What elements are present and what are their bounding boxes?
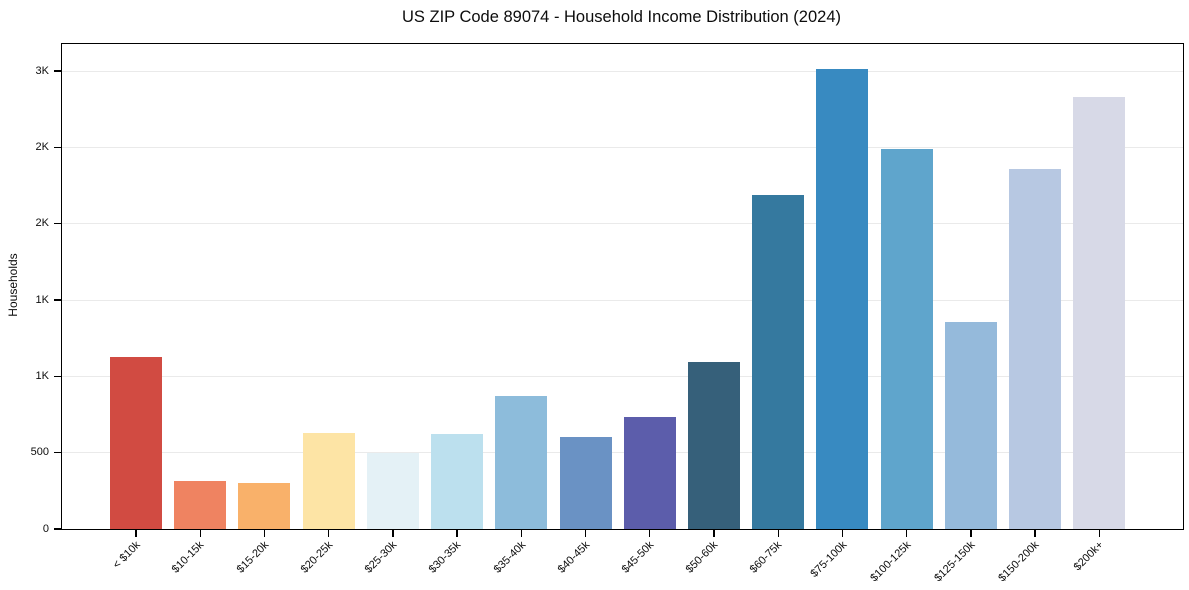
x-tick-mark xyxy=(777,530,779,538)
x-tick-mark xyxy=(199,530,201,538)
x-tick-label-150-200k: $150-200k xyxy=(996,539,1042,585)
y-tick-mark xyxy=(53,451,61,454)
bar-10k xyxy=(110,357,162,529)
y-axis-label: Households xyxy=(6,253,20,317)
x-tick-mark xyxy=(520,530,522,538)
bar-60-75k xyxy=(752,195,805,529)
x-tick-mark xyxy=(713,530,715,538)
x-tick-mark xyxy=(584,530,587,538)
y-tick-label: 500 xyxy=(30,446,49,459)
bar-30-35k xyxy=(431,434,484,529)
plot-area: 0 500 1K 1K 2K 2K 3K < $10k $10-15k $15-20k $20-25… xyxy=(31,43,1184,584)
y-tick-label: 0 xyxy=(42,522,49,535)
gridline-1K xyxy=(62,299,1183,301)
x-tick-mark xyxy=(135,530,137,538)
x-tick-label-25-30k: $25-30k xyxy=(362,539,400,576)
x-tick-label-125-150k: $125-150k xyxy=(932,539,978,585)
bar-75-100k xyxy=(816,69,869,529)
y-tick-mark xyxy=(53,70,61,72)
y-tick-label: 3K xyxy=(35,64,49,77)
bar-25-30k xyxy=(366,453,419,529)
y-tick-mark xyxy=(53,375,61,378)
y-tick-label: 2K xyxy=(35,217,49,230)
x-tick-label-10k: < $10k xyxy=(110,539,143,572)
chart-title: US ZIP Code 89074 - Household Income Dis… xyxy=(401,8,841,26)
bar-10-15k xyxy=(174,481,227,529)
x-tick-mark xyxy=(1034,530,1036,538)
gridline-2K xyxy=(62,146,1183,148)
x-tick-label-45-50k: $45-50k xyxy=(619,539,657,576)
y-tick-label: 1K xyxy=(35,293,49,306)
x-tick-label-20-25k: $20-25k xyxy=(298,539,336,576)
gridline-1K xyxy=(62,375,1183,377)
x-tick-label-60-75k: $60-75k xyxy=(748,539,785,576)
x-tick-mark xyxy=(327,530,330,538)
x-tick-mark xyxy=(1098,530,1100,538)
x-tick-label-50-60k: $50-60k xyxy=(683,539,721,576)
x-tick-mark xyxy=(649,530,651,538)
bar-35-40k xyxy=(495,396,548,529)
x-tick-mark xyxy=(841,530,844,538)
y-tick-mark xyxy=(53,299,61,301)
x-tick-mark xyxy=(905,530,908,538)
bar-150-200k xyxy=(1009,169,1062,529)
bar-200k xyxy=(1073,97,1126,529)
x-tick-label-10-15k: $10-15k xyxy=(170,539,207,576)
bar-125-150k xyxy=(944,321,997,529)
x-tick-label-30-35k: $30-35k xyxy=(426,539,464,576)
x-tick-label-15-20k: $15-20k xyxy=(234,539,271,576)
x-tick-label-100-125k: $100-125k xyxy=(867,539,914,585)
bar-45-50k xyxy=(623,417,676,529)
gridline-500 xyxy=(62,452,1183,454)
x-tick-label-75-100k: $75-100k xyxy=(807,539,849,580)
y-tick-mark xyxy=(53,222,61,225)
x-tick-label-200k: $200k+ xyxy=(1071,539,1106,574)
gridline-2K xyxy=(62,223,1183,225)
bar-100-125k xyxy=(880,149,933,529)
x-tick-mark xyxy=(456,530,458,538)
bar-15-20k xyxy=(238,483,291,529)
x-tick-label-35-40k: $35-40k xyxy=(491,539,528,576)
y-tick-mark xyxy=(53,146,61,149)
bar-20-25k xyxy=(302,432,355,529)
y-tick-label: 1K xyxy=(35,369,49,382)
x-tick-mark xyxy=(970,530,972,538)
bar-50-60k xyxy=(687,361,740,529)
x-tick-label-40-45k: $40-45k xyxy=(555,539,593,576)
y-tick-label: 2K xyxy=(35,140,49,153)
x-tick-mark xyxy=(263,530,266,538)
bar-40-45k xyxy=(559,436,612,529)
x-tick-mark xyxy=(392,530,394,538)
y-tick-mark xyxy=(53,528,61,530)
gridline-3K xyxy=(62,70,1183,72)
